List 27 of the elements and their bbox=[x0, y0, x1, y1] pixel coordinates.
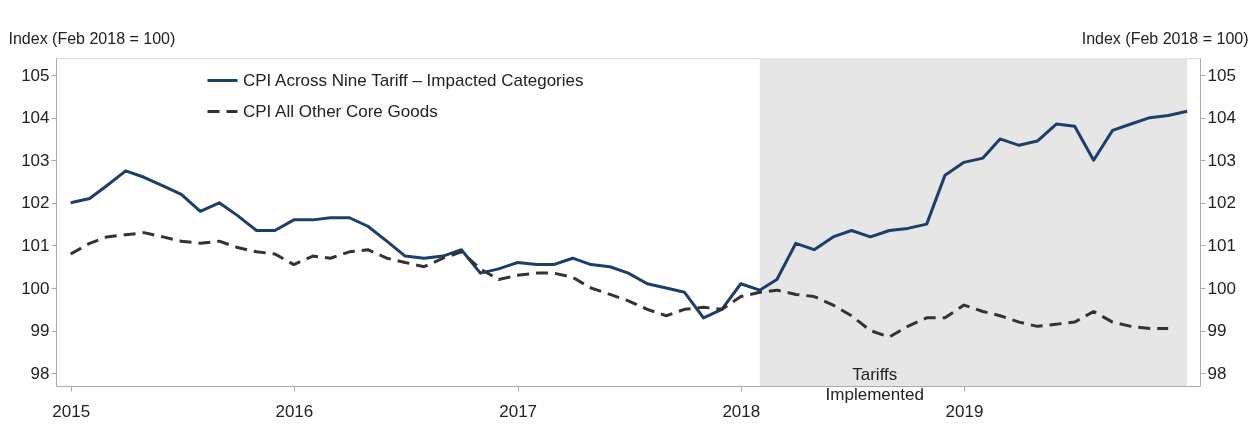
y-tick-label: 102 bbox=[21, 193, 50, 213]
y-tick-label: 98 bbox=[30, 363, 50, 383]
y-tick-label: 100 bbox=[21, 278, 50, 298]
y-axis-title: Index (Feb 2018 = 100) bbox=[8, 29, 176, 47]
y2-tick-label: 100 bbox=[1207, 278, 1236, 298]
band-label: Tariffs Implemented bbox=[825, 365, 924, 404]
x-tick-label: 2019 bbox=[945, 401, 984, 421]
y2-tick-label: 104 bbox=[1207, 108, 1236, 128]
x-tick-label: 2017 bbox=[499, 401, 538, 421]
legend-label: CPI All Other Core Goods bbox=[243, 101, 438, 121]
y-tick-label: 105 bbox=[21, 65, 50, 85]
line-series bbox=[69, 231, 1170, 339]
x-tick-label: 2016 bbox=[275, 401, 314, 421]
legend-label: CPI Across Nine Tariff – Impacted Categories bbox=[243, 70, 584, 90]
y-tick-label: 104 bbox=[21, 108, 50, 128]
x-tick-label: 2015 bbox=[52, 401, 91, 421]
y-tick-label: 99 bbox=[30, 321, 50, 341]
y-tick-label: 101 bbox=[21, 235, 50, 255]
y2-axis-title: Index (Feb 2018 = 100) bbox=[1081, 29, 1249, 47]
y2-tick-label: 101 bbox=[1207, 235, 1236, 255]
y2-tick-label: 99 bbox=[1207, 321, 1227, 341]
y2-tick-label: 102 bbox=[1207, 193, 1236, 213]
y2-tick-label: 105 bbox=[1207, 65, 1236, 85]
y2-tick-label: 98 bbox=[1207, 363, 1227, 383]
y2-tick-label: 103 bbox=[1207, 150, 1236, 170]
y-tick-label: 103 bbox=[21, 150, 50, 170]
x-tick-label: 2018 bbox=[722, 401, 761, 421]
